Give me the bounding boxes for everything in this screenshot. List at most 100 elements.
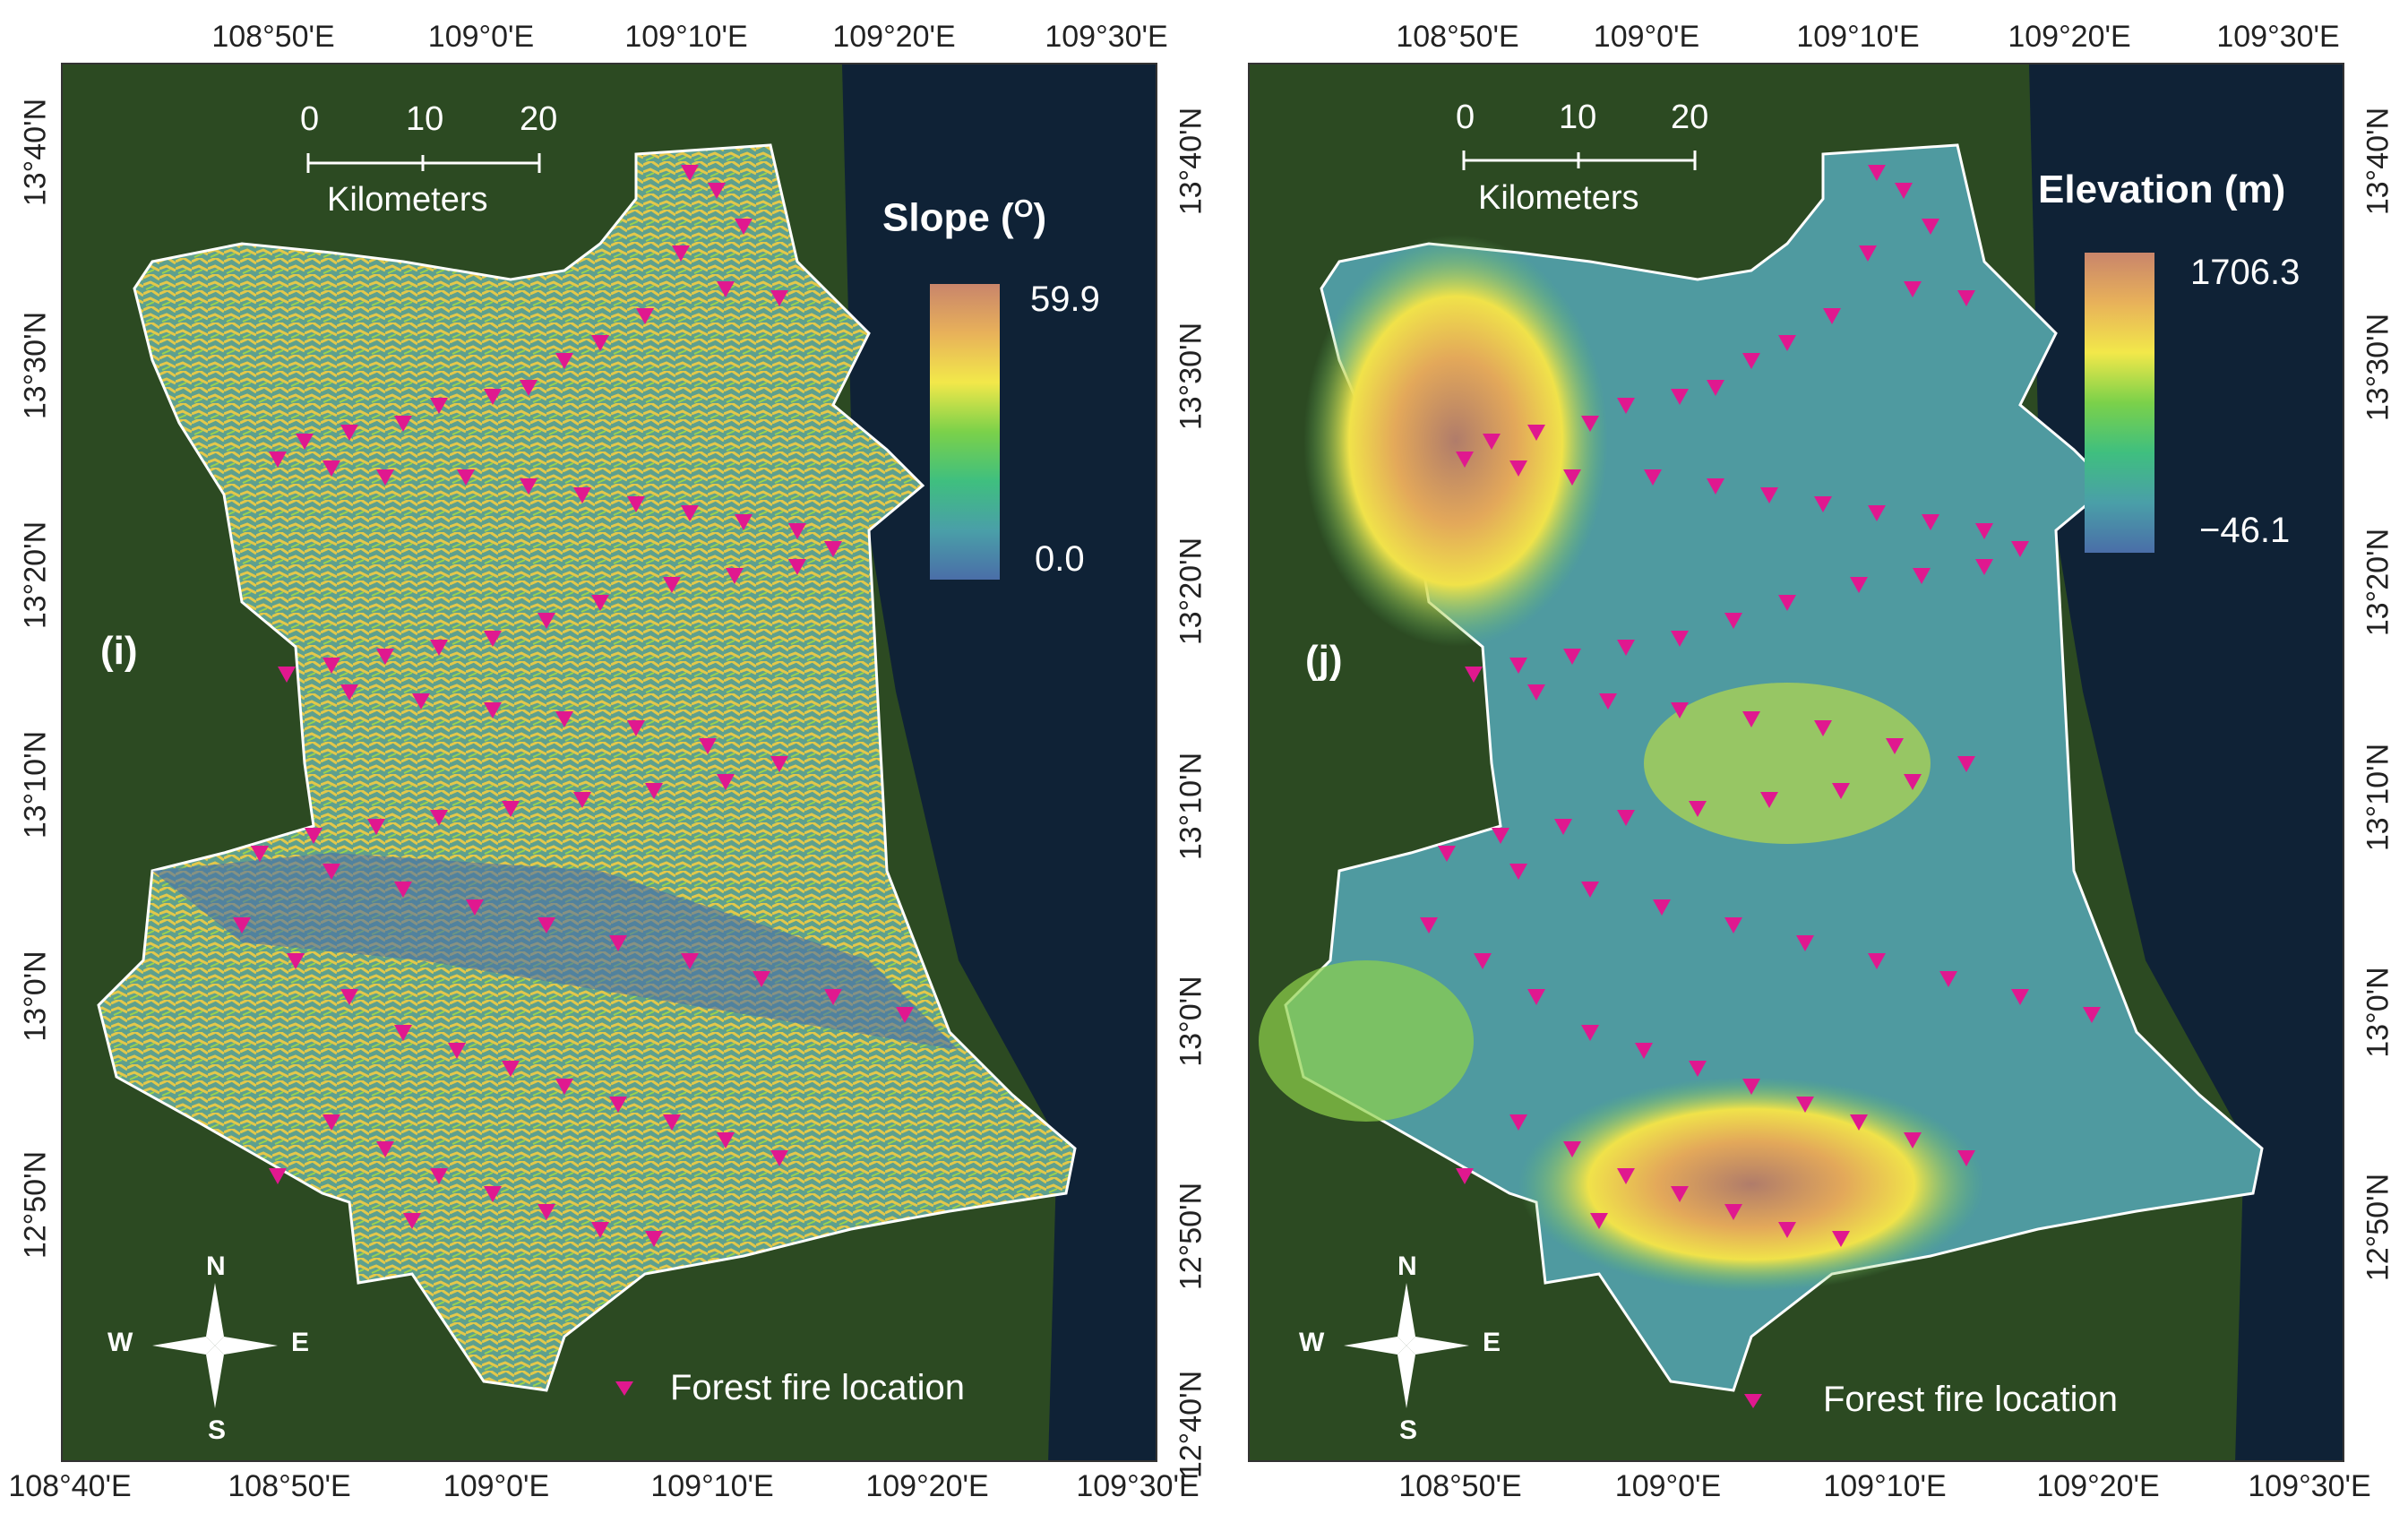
fire-marker [591,335,609,351]
compass-s: S [208,1415,227,1445]
top-lon-tick: 108°50'E [1396,20,1519,54]
legend-min: 0.0 [1035,539,1085,579]
fire-marker [708,183,726,199]
fire-marker [287,953,305,969]
fire-marker [1671,389,1689,405]
fire-marker [376,1141,394,1157]
fire-marker [1707,380,1724,396]
fire-marker [394,416,412,432]
fire-marker [430,398,448,414]
fire-marker [1509,864,1527,880]
fire-marker [340,989,358,1005]
slope-map-canvas [63,65,1156,1460]
fire-marker [1635,1043,1653,1059]
legend-max: 59.9 [1030,280,1100,319]
fire-marker [1742,711,1760,727]
compass-n: N [1398,1252,1417,1281]
fire-marker [1617,1168,1635,1184]
panel-label: (j) [1305,638,1343,682]
fire-marker [394,882,412,898]
fire-marker [1456,452,1474,468]
fire-marker [1868,165,1886,181]
fire-marker [376,649,394,665]
fire-marker [752,971,770,987]
legend-title: Elevation (m) [2038,168,2286,211]
bottom-lon-tick: 109°0'E [1614,1469,1722,1503]
fire-marker [1465,667,1483,683]
fire-marker [1581,882,1599,898]
fire-marker [645,783,663,799]
panel-label: (i) [100,629,138,673]
fire-marker [484,1186,502,1202]
fire-marker [1527,989,1545,1005]
top-lon-tick: 108°50'E [211,20,335,54]
fire-marker [1814,720,1832,736]
fire-marker [269,452,287,468]
compass-e: E [1483,1328,1501,1357]
fire-marker [1796,1097,1814,1113]
fire-marker [681,165,699,181]
bottom-lon-tick: 109°10'E [650,1469,774,1503]
fire-marker [1617,398,1635,414]
fire-marker [502,801,520,817]
fire-marker [1975,523,1993,539]
fire-marker [645,1231,663,1247]
fire-marker [502,1061,520,1077]
fire-marker [1689,1061,1707,1077]
scalebar [1462,151,1697,170]
fire-marker [305,828,322,844]
fire-marker [627,496,645,512]
fire-marker [1438,846,1456,862]
fire-marker [735,219,752,235]
fire-marker [1527,684,1545,701]
fire-marker [1957,756,1975,772]
compass-e: E [291,1328,310,1357]
bottom-lon-tick: 109°10'E [1823,1469,1947,1503]
top-lon-tick: 109°0'E [1593,20,1700,54]
fire-marker [376,469,394,486]
fire-marker [340,684,358,701]
fire-marker-legend-icon [1744,1394,1762,1408]
fire-marker [681,505,699,521]
scalebar-tick-label: 20 [1671,99,1709,136]
scalebar-tick-label: 0 [1456,99,1475,136]
fire-marker [322,864,340,880]
fire-marker [1554,819,1572,835]
compass-n: N [206,1252,226,1281]
fire-marker [770,756,788,772]
fire-marker [1671,1186,1689,1202]
fire-marker [1671,702,1689,718]
fire-marker [1599,693,1617,710]
fire-marker [1653,899,1671,916]
fire-marker [1527,425,1545,441]
fire-marker [403,1213,421,1229]
fire-marker [1492,828,1509,844]
compass-w: W [108,1328,133,1357]
fire-marker [672,245,690,262]
fire-marker [1483,434,1501,450]
fire-marker [520,478,538,495]
fire-marker [466,899,484,916]
fire-marker [1832,783,1850,799]
fire-marker [1886,738,1904,754]
north-arrow-icon [152,1283,278,1408]
fire-marker [2011,989,2029,1005]
fire-marker [1778,1222,1796,1238]
fire-marker [1922,514,1939,530]
fire-marker [1742,1079,1760,1095]
bottom-lon-tick: 108°50'E [228,1469,351,1503]
fire-marker [1509,1114,1527,1131]
fire-marker [1850,577,1868,593]
fire-marker [1957,290,1975,306]
fire-marker [269,1168,287,1184]
fire-marker [538,613,555,629]
fire-marker [1778,595,1796,611]
sea [842,65,1156,1460]
fire-marker [322,460,340,477]
fire-marker [717,774,735,790]
fire-marker-legend-icon [615,1381,633,1396]
top-lon-tick: 109°30'E [2216,20,2340,54]
fire-marker [1509,658,1527,674]
fire-marker [1420,917,1438,933]
fire-marker [1509,460,1527,477]
